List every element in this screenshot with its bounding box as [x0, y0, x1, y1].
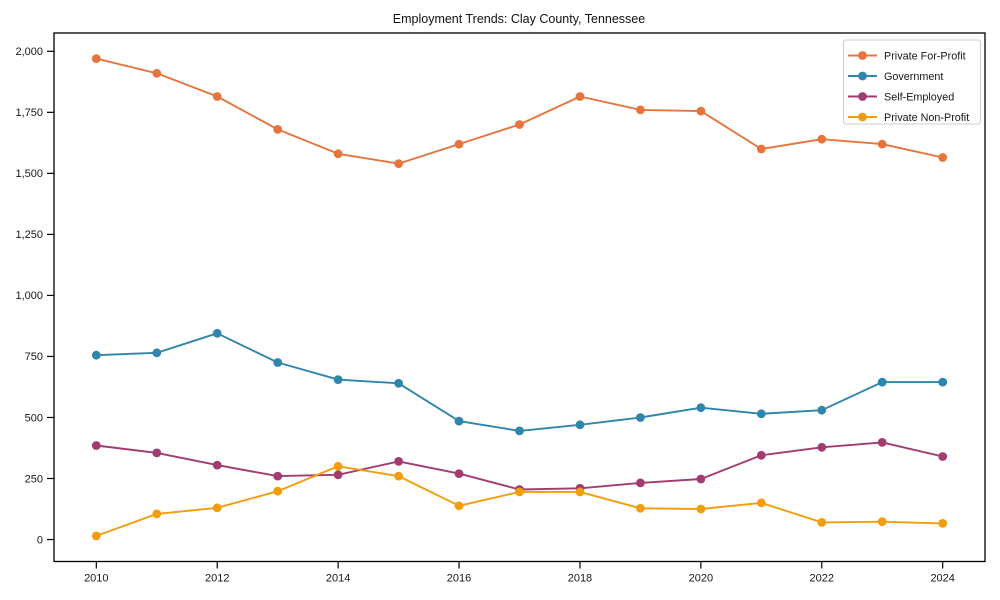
y-tick-label: 1,500: [15, 168, 43, 180]
data-point-private-non-profit-2016: [454, 501, 464, 511]
data-point-self-employed-2012: [212, 460, 222, 470]
chart-title: Employment Trends: Clay County, Tennesse…: [393, 12, 645, 26]
x-tick-label: 2024: [930, 573, 954, 585]
legend-label: Government: [884, 71, 943, 83]
data-point-government-2024: [938, 377, 948, 387]
data-point-government-2013: [273, 358, 283, 367]
legend-marker-icon: [858, 51, 867, 60]
data-point-private-for-profit-2012: [212, 92, 222, 101]
data-point-self-employed-2015: [394, 457, 403, 466]
legend-entry-private-non-profit: Private Non-Profit: [848, 112, 969, 124]
data-point-private-for-profit-2015: [394, 159, 403, 169]
data-point-private-non-profit-2010: [91, 531, 101, 541]
data-point-self-employed-2019: [636, 478, 645, 488]
data-point-private-for-profit-2022: [817, 134, 827, 144]
data-point-private-for-profit-2017: [515, 120, 524, 129]
data-point-private-non-profit-2014: [333, 461, 343, 471]
data-point-private-for-profit-2014: [333, 149, 343, 159]
data-point-government-2019: [636, 413, 645, 422]
data-point-government-2018: [575, 420, 585, 430]
data-point-private-non-profit-2023: [877, 517, 887, 527]
legend-marker-icon: [858, 92, 867, 101]
y-tick-label: 1,000: [15, 290, 43, 302]
data-point-private-for-profit-2018: [575, 92, 585, 101]
y-tick-label: 500: [25, 412, 43, 424]
data-point-private-non-profit-2021: [756, 498, 766, 508]
y-tick-label: 1,250: [15, 229, 43, 241]
data-point-government-2020: [696, 403, 706, 413]
data-point-self-employed-2014: [333, 470, 343, 480]
data-point-self-employed-2010: [91, 441, 101, 450]
data-point-self-employed-2016: [454, 469, 464, 478]
y-tick-label: 1,750: [15, 107, 43, 119]
legend-label: Self-Employed: [884, 91, 954, 103]
y-tick-label: 750: [25, 351, 43, 363]
series-line-self-employed: [95, 441, 944, 491]
x-tick-label: 2012: [205, 573, 229, 585]
series-line-government: [95, 332, 944, 432]
data-point-self-employed-2022: [817, 442, 827, 452]
legend-entry-government: Government: [848, 71, 943, 83]
data-point-private-non-profit-2012: [212, 503, 222, 513]
legend-label: Private Non-Profit: [884, 112, 969, 124]
series-line-private-for-profit: [95, 57, 944, 165]
data-point-self-employed-2020: [696, 474, 706, 484]
data-point-government-2022: [817, 405, 827, 415]
data-point-private-for-profit-2021: [756, 144, 766, 154]
legend-marker-icon: [858, 71, 867, 81]
data-point-private-for-profit-2013: [273, 124, 283, 134]
data-point-private-non-profit-2024: [938, 519, 948, 528]
data-point-government-2015: [394, 378, 403, 388]
data-point-private-non-profit-2017: [515, 487, 524, 497]
data-point-government-2012: [212, 328, 222, 338]
data-point-private-for-profit-2011: [152, 68, 162, 78]
legend-entry-self-employed: Self-Employed: [848, 91, 954, 103]
legend-box: [843, 39, 981, 125]
data-point-government-2010: [91, 350, 101, 360]
data-point-private-for-profit-2024: [938, 153, 948, 162]
axes-frame: [53, 32, 986, 563]
data-point-private-non-profit-2022: [817, 518, 827, 527]
x-tick-label: 2010: [84, 573, 108, 585]
data-point-government-2011: [152, 348, 162, 358]
data-point-private-for-profit-2016: [454, 139, 464, 149]
data-point-self-employed-2023: [877, 438, 887, 447]
data-point-private-non-profit-2020: [696, 504, 706, 514]
data-point-private-for-profit-2019: [636, 105, 645, 115]
plot-area: 0 250 500 750 1,000 1,250 1,500 1,750 2,000 2010 2…: [15, 32, 986, 585]
legend-label: Private For-Profit: [884, 50, 966, 62]
x-tick-label: 2018: [568, 573, 592, 585]
legend: Private For-Profit Government Self-Employe…: [843, 39, 981, 125]
legend-marker-icon: [858, 112, 867, 122]
data-point-self-employed-2021: [756, 450, 766, 460]
data-point-government-2016: [454, 416, 464, 426]
data-point-government-2023: [877, 377, 887, 387]
x-tick-label: 2016: [447, 573, 471, 585]
data-point-self-employed-2013: [273, 471, 283, 481]
data-point-government-2014: [333, 375, 343, 384]
y-tick-label: 250: [25, 473, 43, 485]
data-point-private-for-profit-2010: [91, 54, 101, 63]
data-point-private-non-profit-2019: [636, 503, 645, 513]
data-point-private-for-profit-2020: [696, 106, 706, 116]
x-tick-label: 2022: [810, 573, 834, 585]
y-tick-label: 2,000: [15, 46, 43, 58]
x-tick-label: 2020: [689, 573, 713, 585]
data-point-private-for-profit-2023: [877, 139, 887, 149]
data-point-self-employed-2011: [152, 448, 162, 458]
x-tick-label: 2014: [326, 573, 350, 585]
data-point-self-employed-2024: [938, 452, 948, 461]
data-point-private-non-profit-2018: [575, 487, 585, 497]
data-point-government-2021: [756, 409, 766, 419]
legend-entry-private-for-profit: Private For-Profit: [848, 50, 966, 62]
series-line-private-non-profit: [95, 465, 944, 537]
data-point-government-2017: [515, 426, 524, 436]
data-point-private-non-profit-2015: [394, 471, 403, 481]
data-point-private-non-profit-2011: [152, 509, 162, 519]
y-tick-label: 0: [37, 534, 43, 546]
data-point-private-non-profit-2013: [273, 486, 283, 496]
